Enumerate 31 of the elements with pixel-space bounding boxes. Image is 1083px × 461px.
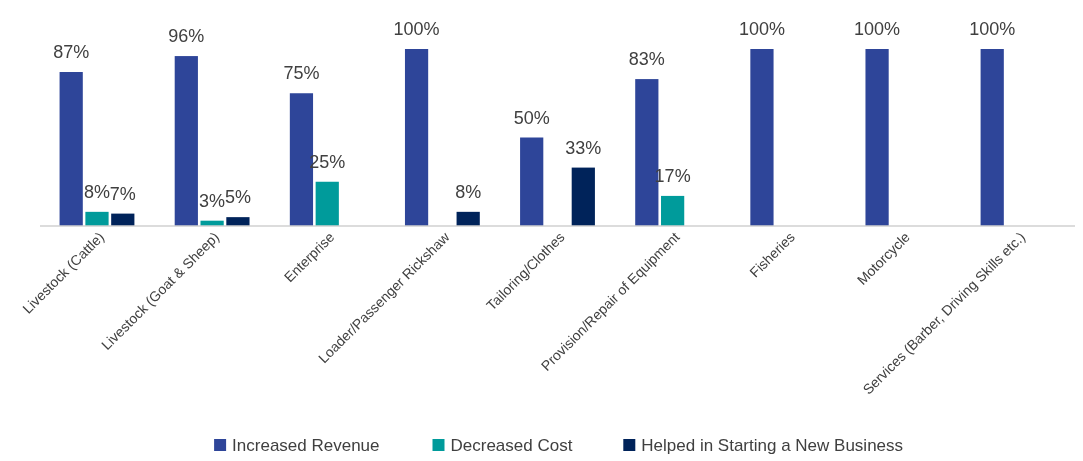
- data-label: 50%: [513, 107, 550, 128]
- bar: [315, 181, 339, 226]
- data-label: 96%: [168, 26, 205, 47]
- data-label: 87%: [53, 42, 90, 63]
- bar: [571, 167, 595, 226]
- data-label: 5%: [224, 187, 251, 208]
- bar: [661, 195, 685, 226]
- bar: [226, 217, 250, 226]
- legend-label: Helped in Starting a New Business: [641, 436, 904, 455]
- bar: [174, 56, 198, 226]
- data-label: 100%: [393, 19, 440, 39]
- data-label: 83%: [628, 49, 665, 70]
- data-label: 75%: [283, 63, 320, 84]
- data-label: 3%: [199, 190, 226, 211]
- bar: [750, 49, 774, 226]
- legend-label: Decreased Cost: [450, 436, 573, 455]
- bar: [980, 49, 1004, 226]
- data-label: 100%: [738, 19, 785, 39]
- bar: [865, 49, 889, 226]
- data-label: 100%: [969, 19, 1016, 39]
- bar: [404, 49, 429, 226]
- bar: [520, 137, 544, 226]
- bar: [456, 211, 480, 226]
- data-label: 7%: [109, 183, 136, 204]
- bar: [85, 211, 109, 226]
- data-label: 100%: [854, 19, 901, 39]
- data-label: 8%: [83, 181, 110, 202]
- legend-label: Increased Revenue: [232, 436, 380, 455]
- data-label: 33%: [565, 137, 602, 158]
- data-label: 8%: [455, 181, 482, 202]
- bar: [59, 72, 83, 226]
